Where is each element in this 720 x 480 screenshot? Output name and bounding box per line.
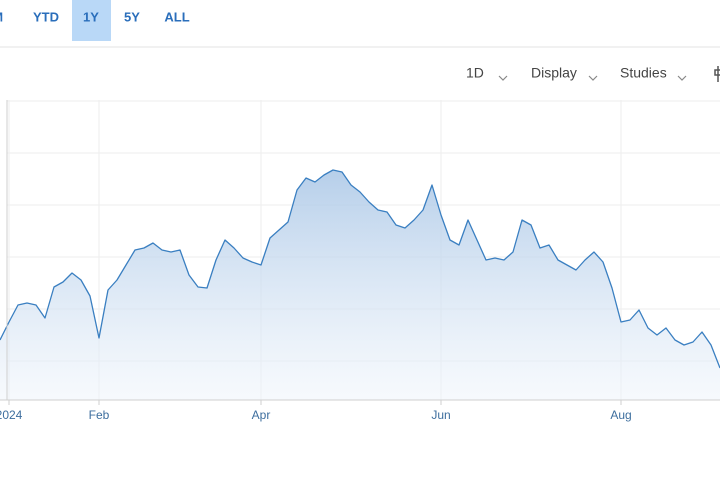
- x-tick-label: Aug: [610, 408, 631, 422]
- x-tick-label: Feb: [89, 408, 110, 422]
- settings-icon[interactable]: [714, 66, 720, 82]
- range-button[interactable]: 6M: [0, 9, 3, 24]
- selected-range-bg: [72, 0, 111, 41]
- menu-chevron: [677, 75, 687, 81]
- x-tick-label: Jun: [431, 408, 450, 422]
- range-button[interactable]: ALL: [164, 9, 189, 24]
- range-button[interactable]: YTD: [33, 9, 59, 24]
- x-tick-label: 2024: [0, 408, 23, 422]
- range-button[interactable]: 1Y: [83, 9, 99, 24]
- menu-button[interactable]: Display: [531, 65, 577, 81]
- menu-chevron: [498, 75, 508, 81]
- area-fill: [0, 170, 720, 400]
- range-button[interactable]: 5Y: [124, 9, 140, 24]
- menu-chevron: [588, 75, 598, 81]
- menu-button[interactable]: 1D: [466, 65, 484, 81]
- x-tick-label: Apr: [252, 408, 271, 422]
- price-line: [0, 169, 720, 369]
- menu-button[interactable]: Studies: [620, 65, 667, 81]
